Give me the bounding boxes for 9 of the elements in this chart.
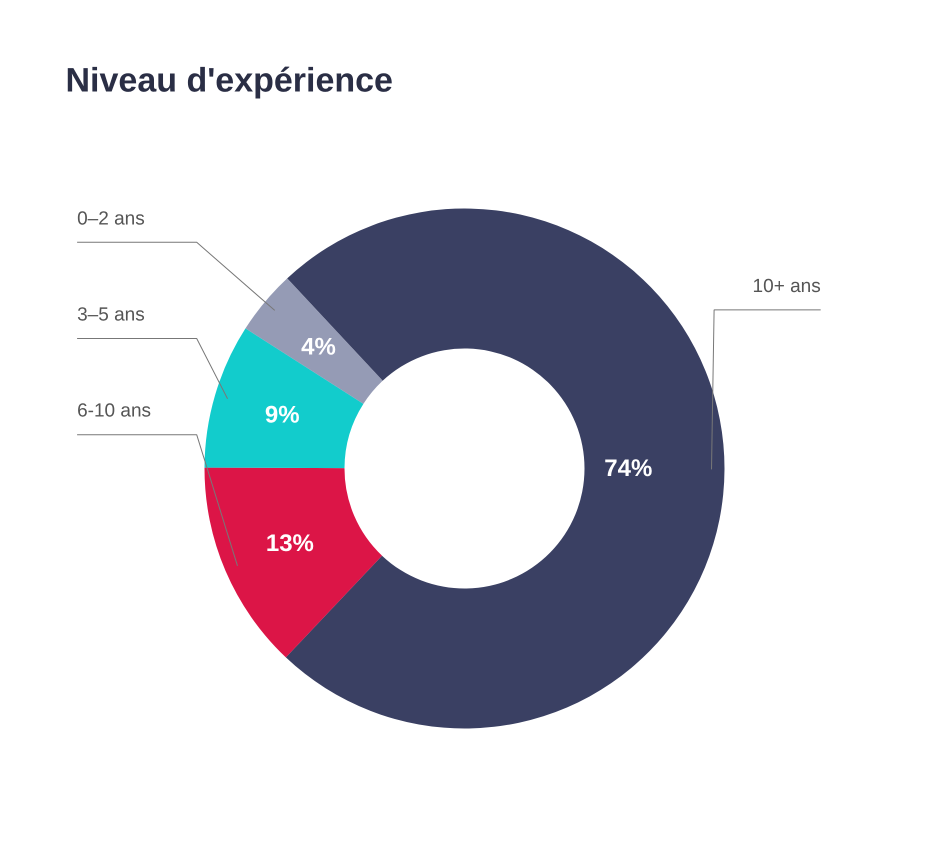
slice-label: 3–5 ans [77,304,145,326]
slice-label: 6-10 ans [77,400,152,422]
chart-title: Niveau d'expérience [66,62,393,100]
data-label: 13% [266,530,314,557]
slice-label: 10+ ans [752,276,821,297]
data-label: 9% [264,401,300,428]
slice-label: 0–2 ans [77,208,145,230]
data-label: 4% [301,333,336,360]
data-label: 74% [604,455,652,482]
